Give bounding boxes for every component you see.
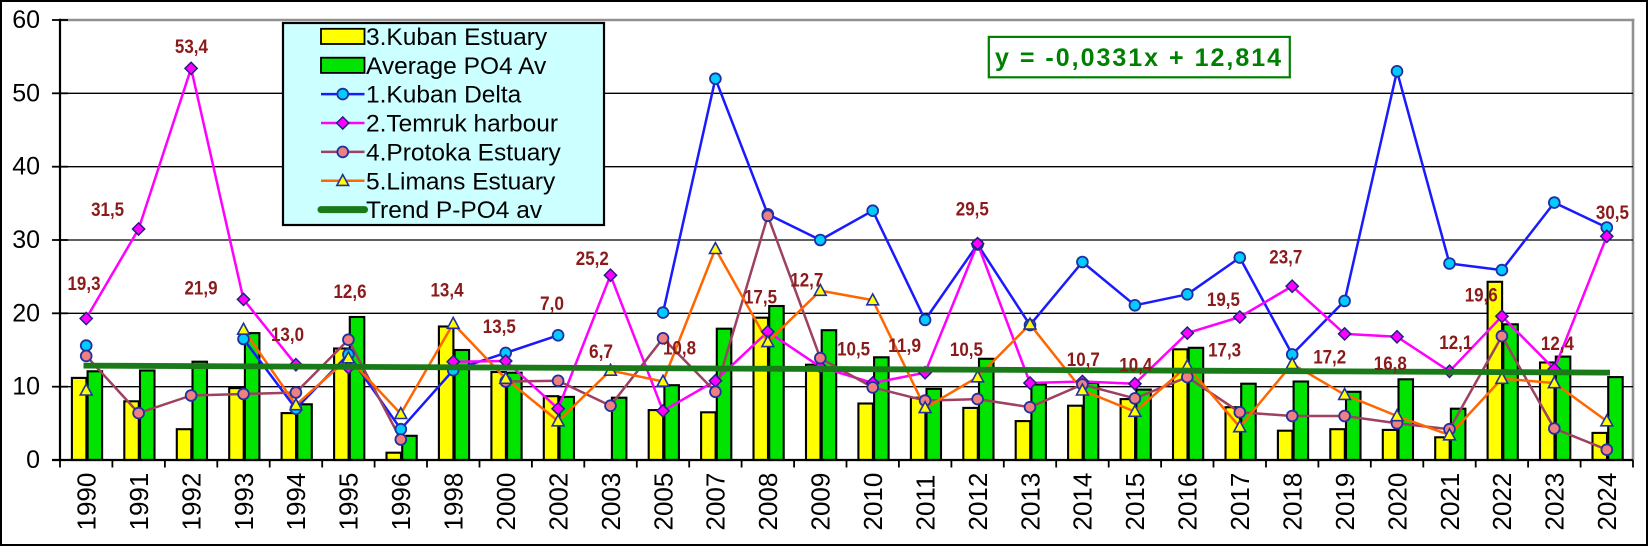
svg-text:60: 60 — [12, 6, 40, 34]
svg-text:y = -0,0331x + 12,814: y = -0,0331x + 12,814 — [995, 44, 1283, 72]
svg-text:1994: 1994 — [281, 473, 311, 531]
svg-text:1998: 1998 — [439, 473, 469, 531]
svg-text:6,7: 6,7 — [589, 342, 613, 363]
svg-text:19,5: 19,5 — [1207, 290, 1240, 311]
svg-text:2002: 2002 — [543, 473, 573, 531]
svg-text:Average PO4 Av: Average PO4 Av — [366, 53, 547, 80]
svg-text:12,7: 12,7 — [790, 271, 823, 292]
svg-text:20: 20 — [12, 299, 40, 327]
svg-text:53,4: 53,4 — [175, 37, 208, 58]
svg-text:2024: 2024 — [1592, 473, 1622, 531]
svg-text:2016: 2016 — [1173, 473, 1203, 531]
svg-text:10,5: 10,5 — [837, 340, 870, 361]
svg-text:17,3: 17,3 — [1208, 340, 1241, 361]
svg-text:31,5: 31,5 — [91, 200, 124, 221]
svg-text:12,1: 12,1 — [1439, 333, 1472, 354]
svg-text:2010: 2010 — [858, 473, 888, 531]
svg-text:12,6: 12,6 — [334, 282, 367, 303]
svg-text:2014: 2014 — [1068, 473, 1098, 531]
svg-text:2005: 2005 — [648, 473, 678, 531]
svg-text:23,7: 23,7 — [1269, 248, 1302, 269]
svg-text:1992: 1992 — [176, 473, 206, 531]
svg-text:19,3: 19,3 — [68, 274, 101, 295]
svg-text:2009: 2009 — [806, 473, 836, 531]
svg-text:11,9: 11,9 — [888, 336, 921, 357]
svg-text:1996: 1996 — [386, 473, 416, 531]
svg-text:2021: 2021 — [1435, 473, 1465, 531]
svg-text:25,2: 25,2 — [576, 249, 609, 270]
svg-text:4.Protoka Estuary: 4.Protoka Estuary — [366, 139, 561, 166]
svg-text:30: 30 — [12, 226, 40, 254]
svg-text:12,4: 12,4 — [1541, 334, 1574, 355]
svg-text:17,5: 17,5 — [744, 287, 777, 308]
svg-text:21,9: 21,9 — [185, 279, 218, 300]
svg-text:13,0: 13,0 — [271, 325, 304, 346]
svg-text:3.Kuban Estuary: 3.Kuban Estuary — [366, 24, 548, 51]
svg-text:2003: 2003 — [596, 473, 626, 531]
svg-text:29,5: 29,5 — [956, 200, 989, 221]
svg-text:10: 10 — [12, 373, 40, 401]
svg-text:16,8: 16,8 — [1374, 354, 1407, 375]
svg-text:10,4: 10,4 — [1119, 355, 1152, 376]
svg-text:2015: 2015 — [1120, 473, 1150, 531]
svg-text:2020: 2020 — [1382, 473, 1412, 531]
svg-text:2017: 2017 — [1225, 473, 1255, 531]
svg-text:1993: 1993 — [229, 473, 259, 531]
svg-text:1.Kuban Delta: 1.Kuban Delta — [366, 82, 522, 109]
svg-text:2013: 2013 — [1015, 473, 1045, 531]
svg-text:2022: 2022 — [1487, 473, 1517, 531]
svg-text:2012: 2012 — [963, 473, 993, 531]
svg-text:1991: 1991 — [124, 473, 154, 531]
svg-text:2023: 2023 — [1540, 473, 1570, 531]
svg-text:10,5: 10,5 — [950, 340, 983, 361]
svg-text:50: 50 — [12, 79, 40, 107]
svg-text:1990: 1990 — [71, 473, 101, 531]
svg-text:2.Temruk harbour: 2.Temruk harbour — [366, 111, 558, 138]
svg-text:Trend P-PO4 av: Trend P-PO4 av — [366, 197, 543, 224]
svg-text:2000: 2000 — [491, 473, 521, 531]
svg-text:7,0: 7,0 — [540, 294, 564, 315]
svg-text:1995: 1995 — [334, 473, 364, 531]
svg-text:40: 40 — [12, 153, 40, 181]
svg-text:13,4: 13,4 — [431, 280, 464, 301]
svg-text:0: 0 — [26, 446, 40, 474]
svg-text:2011: 2011 — [910, 475, 940, 531]
svg-text:10,8: 10,8 — [663, 339, 696, 360]
svg-text:2019: 2019 — [1330, 473, 1360, 531]
svg-text:2018: 2018 — [1278, 473, 1308, 531]
svg-text:10,7: 10,7 — [1067, 350, 1100, 371]
svg-text:30,5: 30,5 — [1596, 203, 1629, 224]
svg-text:13,5: 13,5 — [483, 317, 516, 338]
svg-text:2007: 2007 — [701, 473, 731, 531]
svg-text:2008: 2008 — [753, 473, 783, 531]
svg-text:5.Limans Estuary: 5.Limans Estuary — [366, 168, 556, 195]
svg-text:17,2: 17,2 — [1313, 348, 1346, 369]
svg-text:19,6: 19,6 — [1465, 286, 1498, 307]
